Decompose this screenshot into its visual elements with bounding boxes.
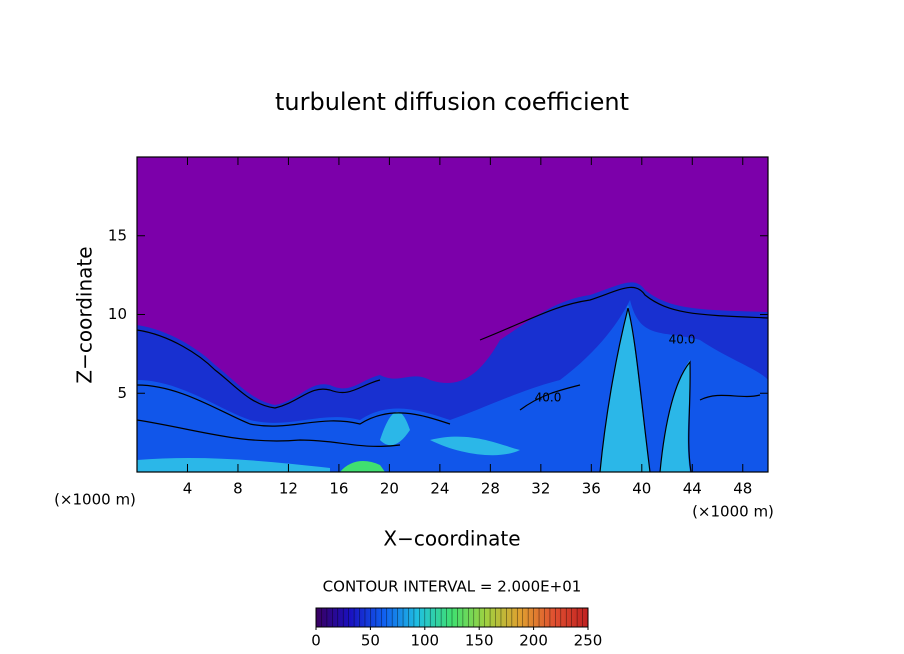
x-tick-label: 28	[481, 480, 500, 498]
x-tick-label: 20	[380, 480, 399, 498]
contour-field	[137, 157, 768, 472]
x-tick-label: 16	[329, 480, 348, 498]
colorbar-tick-label: 50	[361, 632, 380, 650]
y-tick-label: 15	[108, 226, 127, 244]
colorbar-tick-label: 150	[465, 632, 494, 650]
x-tick-label: 36	[582, 480, 601, 498]
contour-label: 40.0	[669, 333, 696, 347]
y-axis-label: Z−coordinate	[73, 246, 97, 383]
y-tick-label: 5	[117, 384, 127, 402]
contour-line	[599, 307, 651, 472]
x-tick-label: 4	[183, 480, 193, 498]
contour-line	[519, 384, 581, 411]
contour-interval: CONTOUR INTERVAL = 2.000E+01	[323, 578, 582, 596]
x-tick-label: 24	[430, 480, 449, 498]
colorbar-tick-label: 100	[410, 632, 439, 650]
contour-line	[699, 394, 761, 401]
x-unit-left: (×1000 m)	[54, 491, 136, 509]
chart-title: turbulent diffusion coefficient	[275, 88, 629, 116]
contour-line	[659, 360, 692, 472]
x-tick-label: 12	[279, 480, 298, 498]
colorbar-tick-label: 0	[311, 632, 321, 650]
colorbar-tick-label: 250	[574, 632, 603, 650]
y-tick-label: 10	[108, 305, 127, 323]
contour-line	[137, 419, 401, 447]
contour-label: 40.0	[535, 391, 562, 405]
x-tick-label: 40	[632, 480, 651, 498]
x-axis-label: X−coordinate	[383, 527, 520, 551]
x-tick-label: 44	[683, 480, 702, 498]
field-cyan-region	[137, 305, 690, 472]
colorbar-tick-label: 200	[519, 632, 548, 650]
contour-line	[137, 384, 451, 427]
x-tick-label: 32	[531, 480, 550, 498]
x-tick-label: 8	[233, 480, 243, 498]
contour-line	[137, 329, 381, 409]
contour-line	[479, 286, 768, 341]
field-green-region	[340, 460, 385, 472]
x-tick-label: 48	[733, 480, 752, 498]
x-unit-right: (×1000 m)	[692, 503, 774, 521]
